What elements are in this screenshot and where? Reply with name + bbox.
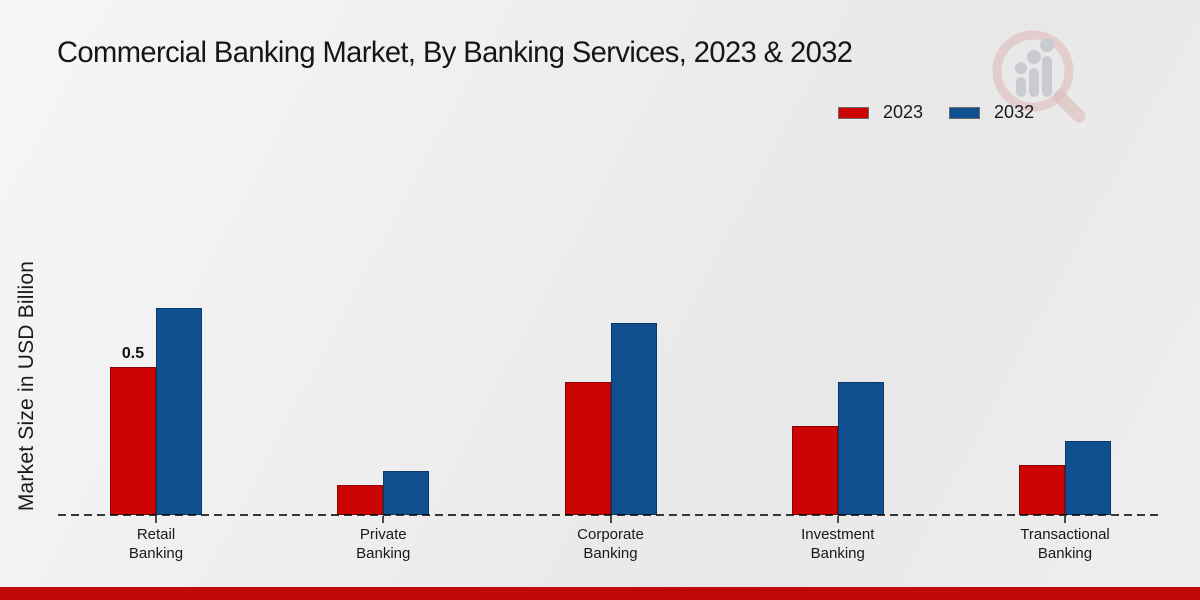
x-axis-tick [836,516,839,523]
bar-2032-retail-banking [156,308,202,515]
legend-label-2023: 2023 [883,102,924,122]
footer-accent-bar [0,587,1200,600]
legend-swatch-2032 [949,106,981,119]
bar-2023-private-banking [337,485,384,515]
bar-2023-transactional-banking [1019,465,1065,515]
magnifier-growth-chart-logo-watermark [983,24,1091,124]
x-axis-tick [609,516,612,523]
bar-2023-corporate-banking [564,382,611,515]
magnifier-ring-icon [992,30,1074,112]
category-label-corporate-banking: Corporate Banking [577,526,644,562]
category-label-retail-banking: Retail Banking [128,526,184,562]
bar-2023-retail-banking [110,367,156,515]
bar-2032-private-banking [383,471,430,515]
growth-bars-icon [1015,38,1054,97]
x-axis-tick [1064,516,1066,523]
legend-item-2023: 2023 [838,102,923,123]
legend-label-2032: 2032 [994,102,1035,122]
x-axis-tick [155,516,157,523]
bar-2023-investment-banking [791,426,838,515]
bar-2032-corporate-banking [610,323,657,515]
legend: 2023 2032 [838,102,1034,123]
category-label-transactional-banking: Transactional Banking [1020,526,1110,562]
x-axis-tick [382,516,385,523]
x-axis-baseline [58,514,1158,516]
magnifier-handle-icon [1053,90,1086,123]
category-label-investment-banking: Investment Banking [801,526,875,562]
bar-2032-transactional-banking [1065,441,1111,515]
legend-swatch-2023 [838,106,869,119]
bar-2032-investment-banking [837,382,884,515]
y-axis-title: Market Size in USD Billion [15,260,38,512]
legend-item-2032: 2032 [949,102,1034,123]
chart-title: Commercial Banking Market, By Banking Se… [57,36,853,69]
category-label-private-banking: Private Banking [356,526,411,562]
bar-value-label: 0.5 [121,345,145,362]
